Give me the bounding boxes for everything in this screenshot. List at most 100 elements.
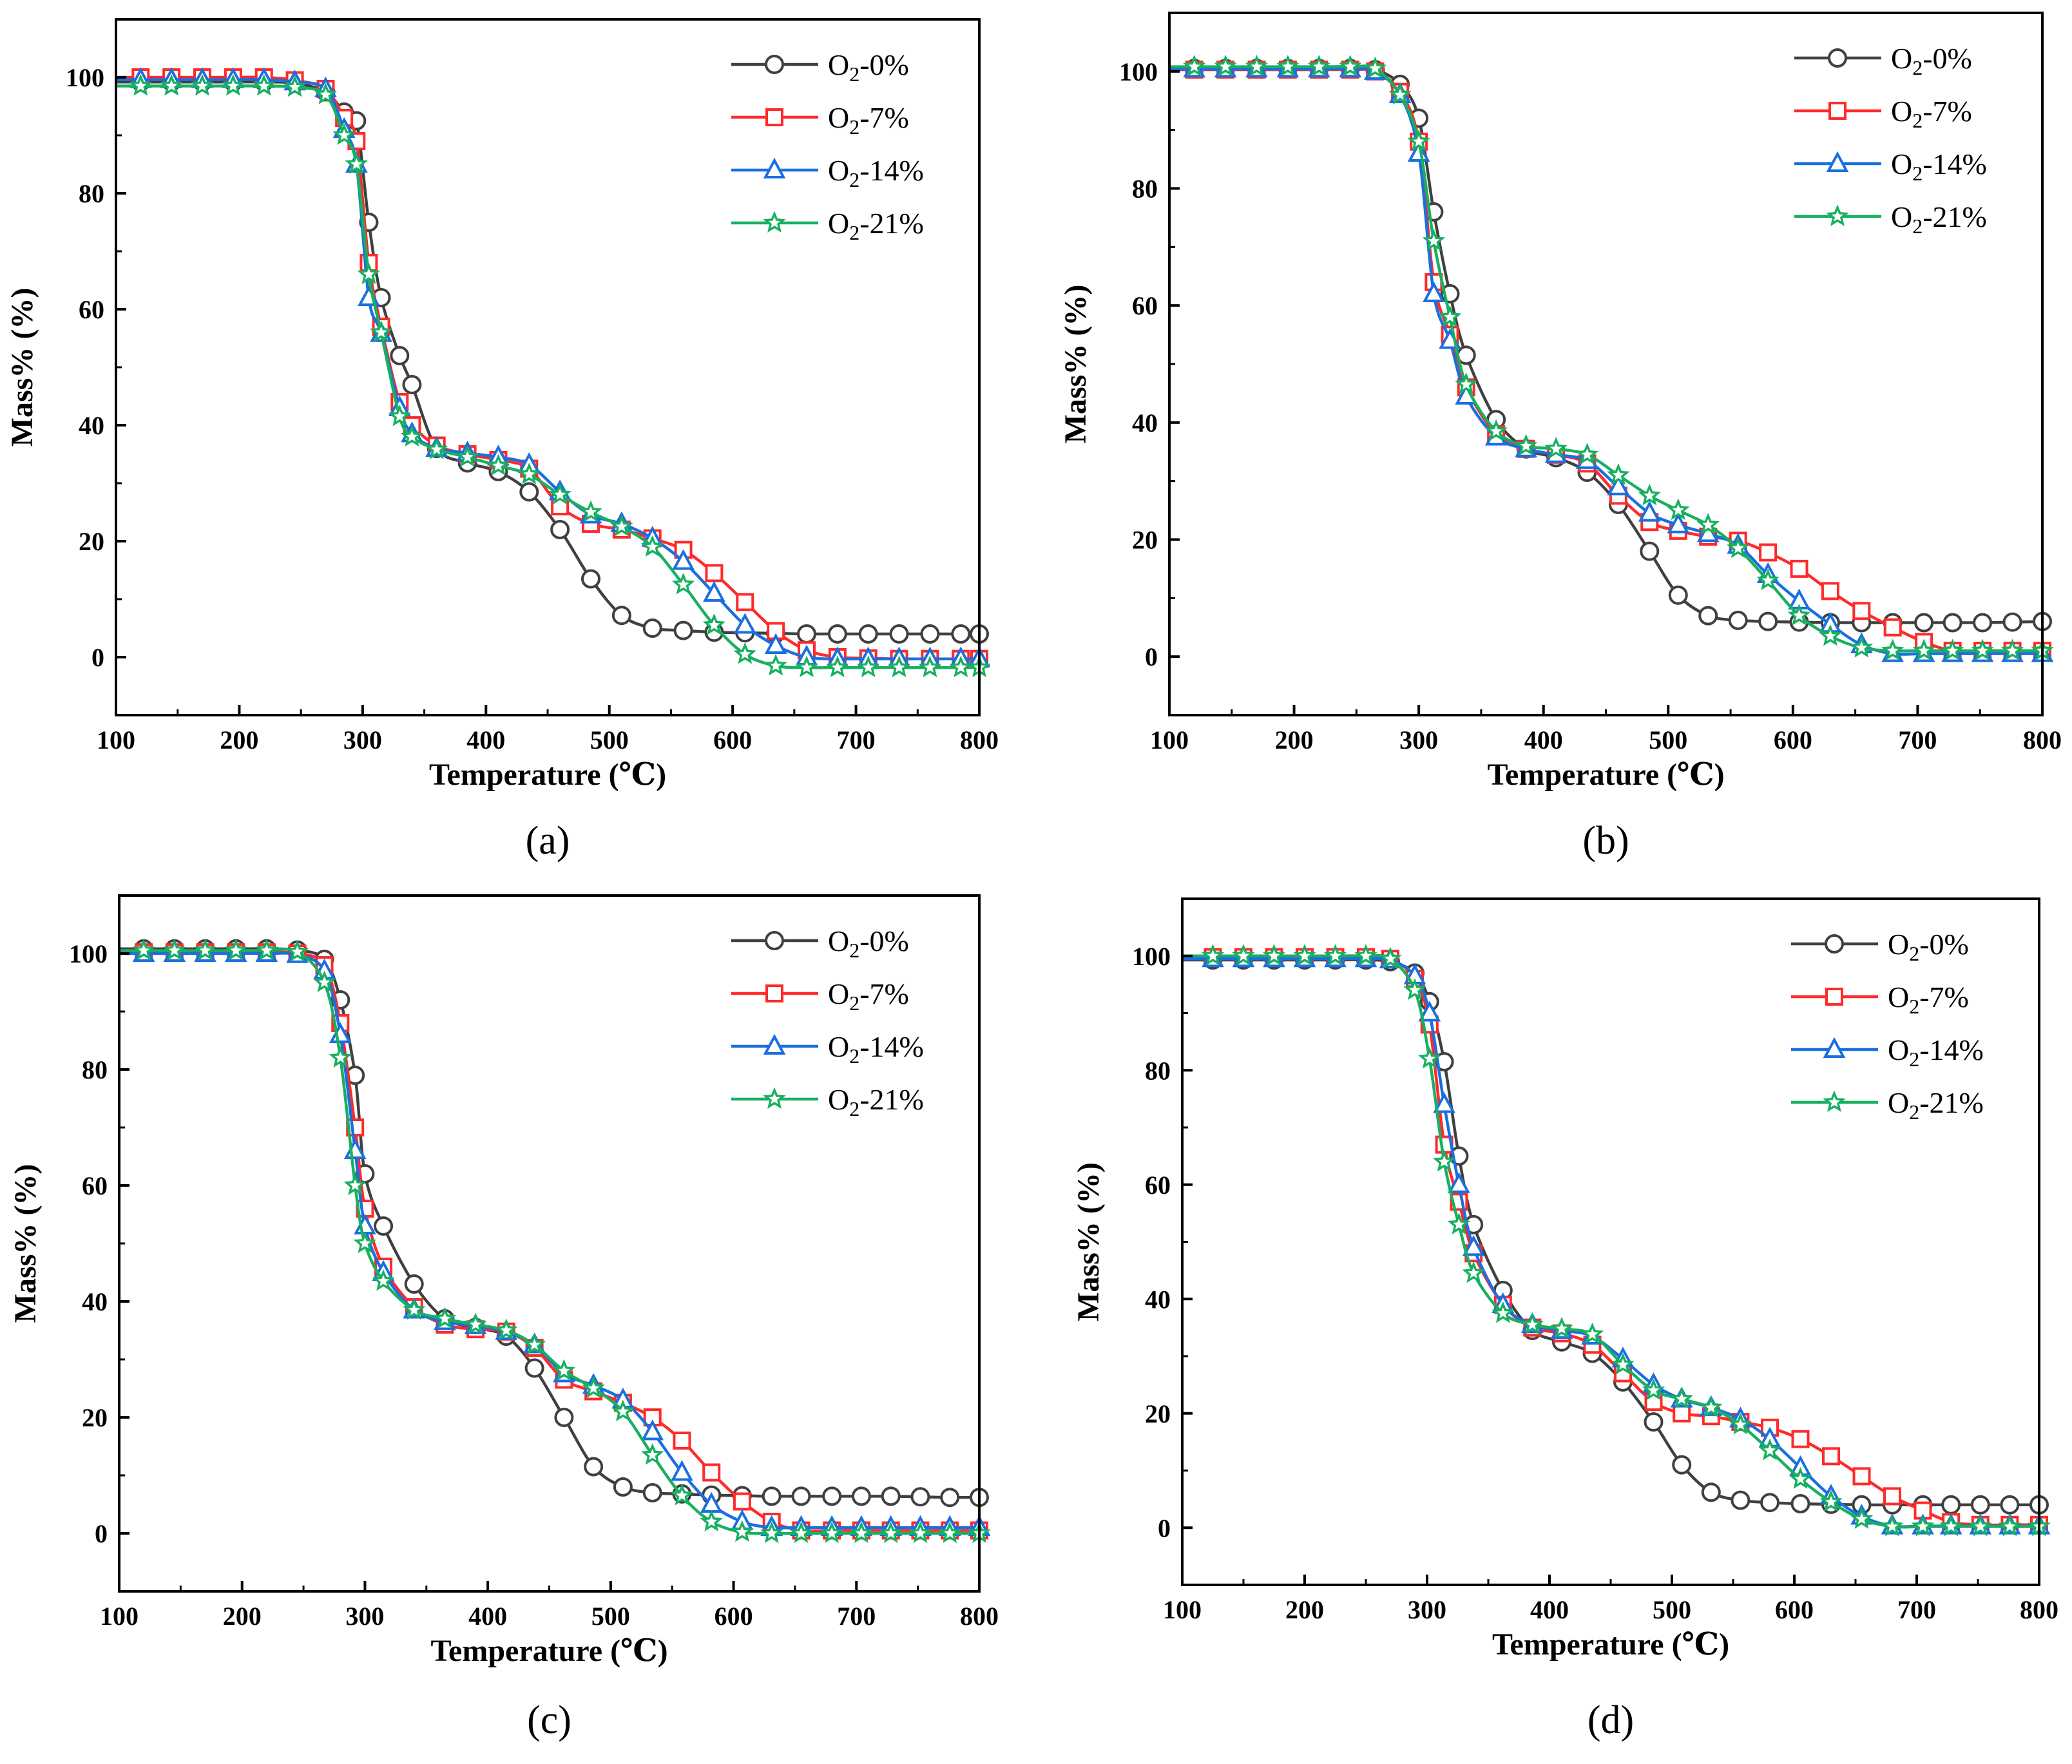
- data-point: [193, 938, 217, 961]
- legend-entry: O2-7%: [1794, 95, 1972, 132]
- data-point: [403, 1298, 426, 1320]
- data-point: [879, 1521, 903, 1543]
- data-point: [1790, 559, 1808, 578]
- y-tick-label: 60: [82, 1171, 108, 1200]
- legend-subscript: 2: [1909, 1100, 1919, 1124]
- data-point: [1544, 437, 1568, 459]
- legend-suffix: -0%: [1923, 42, 1972, 75]
- panel-label: (d): [1588, 1698, 1634, 1742]
- x-tick-label: 100: [1150, 725, 1189, 754]
- legend-marker: [765, 108, 783, 126]
- legend-suffix: -7%: [859, 101, 909, 134]
- data-point: [1790, 1493, 1810, 1513]
- data-point: [160, 73, 183, 96]
- data-point: [314, 82, 338, 104]
- legend-marker: [1823, 1037, 1846, 1058]
- legend-label: O2-21%: [828, 1083, 924, 1120]
- data-point: [224, 938, 247, 961]
- data-point: [938, 1521, 961, 1543]
- y-tick-label: 80: [79, 179, 104, 208]
- legend-marker: [765, 984, 783, 1002]
- data-point: [613, 1477, 633, 1497]
- legend-suffix: -21%: [859, 207, 924, 240]
- data-point: [584, 1457, 604, 1477]
- data-point: [702, 1463, 721, 1482]
- data-point: [764, 633, 787, 654]
- data-point: [1323, 944, 1347, 966]
- x-tick-label: 700: [837, 725, 876, 754]
- data-point: [343, 1173, 367, 1195]
- legend-label: O2-21%: [828, 207, 924, 244]
- legend-entry: O2-0%: [731, 48, 909, 86]
- data-point: [519, 482, 539, 502]
- data-point: [357, 262, 381, 284]
- legend-label: O2-7%: [828, 101, 909, 139]
- y-tick-label: 40: [82, 1287, 108, 1316]
- legend-subscript: 2: [849, 1044, 859, 1068]
- legend-subscript: 2: [1912, 215, 1923, 238]
- panel-label: (a): [526, 819, 570, 863]
- data-point: [1363, 56, 1387, 79]
- legend-base: O: [1888, 928, 1909, 961]
- data-point: [789, 1521, 813, 1543]
- legend-entry: O2-21%: [1791, 1086, 1984, 1124]
- data-point: [1407, 140, 1430, 162]
- legend-marker: [1825, 934, 1844, 954]
- legend-suffix: -0%: [859, 48, 909, 81]
- data-point: [1388, 82, 1412, 105]
- legend-base: O: [828, 1030, 849, 1063]
- data-point: [332, 123, 356, 146]
- x-tick-label: 600: [713, 725, 752, 754]
- data-point: [1787, 604, 1811, 626]
- data-point: [1701, 1482, 1721, 1502]
- legend-suffix: -7%: [859, 977, 909, 1010]
- data-point: [851, 1486, 871, 1506]
- data-point: [548, 483, 571, 505]
- data-point: [1729, 1412, 1752, 1435]
- legend-label: O2-14%: [1891, 148, 1987, 185]
- y-tick-label: 80: [82, 1055, 108, 1084]
- legend-suffix: -21%: [1923, 200, 1987, 233]
- data-point: [1433, 1092, 1455, 1113]
- series-o2-21pct: [1182, 944, 2051, 1537]
- data-point: [1607, 463, 1630, 485]
- legend-base: O: [1891, 42, 1912, 75]
- data-point: [1667, 498, 1690, 521]
- data-point: [517, 462, 541, 484]
- data-point: [1914, 613, 1934, 633]
- data-point: [611, 1399, 635, 1421]
- legend-entry: O2-14%: [1794, 148, 1987, 185]
- x-tick-label: 700: [837, 1602, 876, 1631]
- y-tick-label: 20: [79, 527, 104, 556]
- legend-marker: [1825, 988, 1843, 1006]
- y-tick-label: 20: [1132, 526, 1158, 555]
- x-axis: 100 200 300 400 500 600 700 800: [97, 705, 999, 754]
- legend-base: O: [828, 48, 849, 81]
- panel-label: (b): [1582, 819, 1629, 863]
- data-point: [1214, 55, 1237, 77]
- x-tick-label: 400: [466, 725, 505, 754]
- legend-entry: O2-14%: [1791, 1033, 1984, 1071]
- x-tick-label: 800: [2020, 1595, 2058, 1624]
- data-point: [1731, 1490, 1751, 1510]
- legend-base: O: [1891, 148, 1912, 180]
- data-point: [908, 1521, 932, 1544]
- data-point: [910, 1487, 930, 1507]
- data-point: [918, 655, 942, 678]
- data-point: [222, 73, 245, 96]
- legend-subscript: 2: [849, 168, 859, 191]
- data-point: [1644, 1393, 1663, 1411]
- data-point: [255, 938, 278, 961]
- legend-marker: [763, 211, 786, 233]
- data-point: [673, 620, 693, 640]
- x-tick-label: 500: [1649, 725, 1687, 754]
- y-tick-label: 0: [1158, 1513, 1171, 1542]
- data-point: [433, 1307, 457, 1328]
- data-point: [1293, 944, 1316, 966]
- legend: O2-0%O2-7%O2-14%O2-21%: [1794, 42, 1987, 238]
- data-point: [642, 618, 662, 638]
- series-line: [1182, 955, 2039, 1527]
- data-point: [329, 1046, 352, 1068]
- legend-base: O: [828, 207, 849, 240]
- data-point: [1245, 55, 1269, 77]
